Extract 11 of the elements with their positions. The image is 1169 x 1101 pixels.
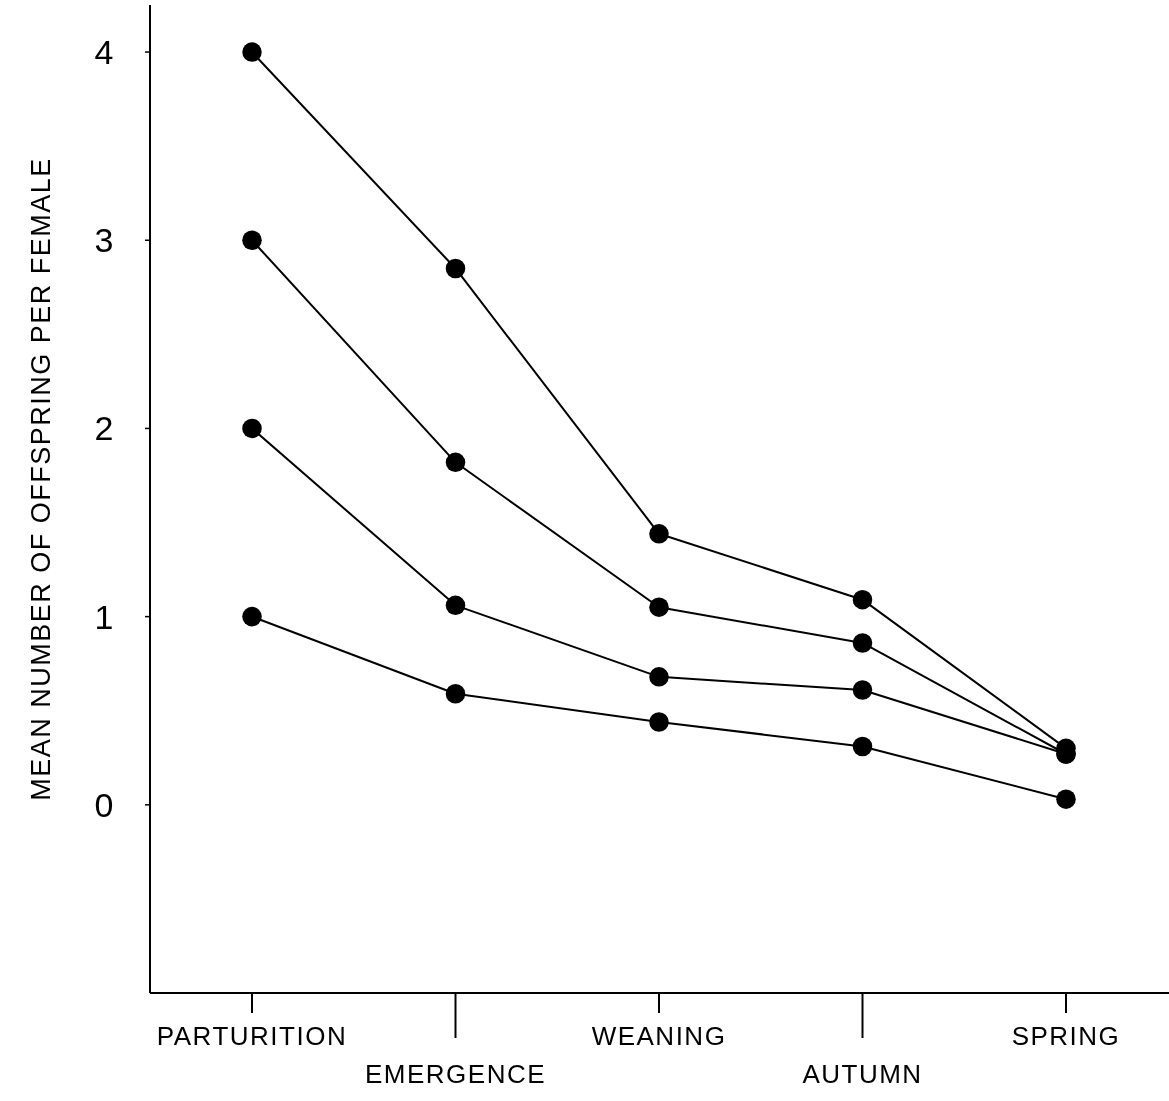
y-tick-label: 3 bbox=[94, 221, 114, 260]
x-tick-label: AUTUMN bbox=[802, 1059, 923, 1089]
y-tick-label: 4 bbox=[94, 32, 114, 71]
x-tick-label: PARTURITION bbox=[156, 1021, 348, 1051]
y-axis-title: MEAN NUMBER OF OFFSPRING PER FEMALE bbox=[26, 157, 56, 801]
y-tick-label: 0 bbox=[94, 785, 114, 824]
x-tick-label: EMERGENCE bbox=[364, 1059, 547, 1089]
x-tick-label: WEANING bbox=[591, 1021, 727, 1051]
x-tick-label: SPRING bbox=[1011, 1021, 1121, 1051]
y-tick-label: 2 bbox=[94, 409, 114, 448]
y-tick-label: 1 bbox=[94, 597, 114, 636]
